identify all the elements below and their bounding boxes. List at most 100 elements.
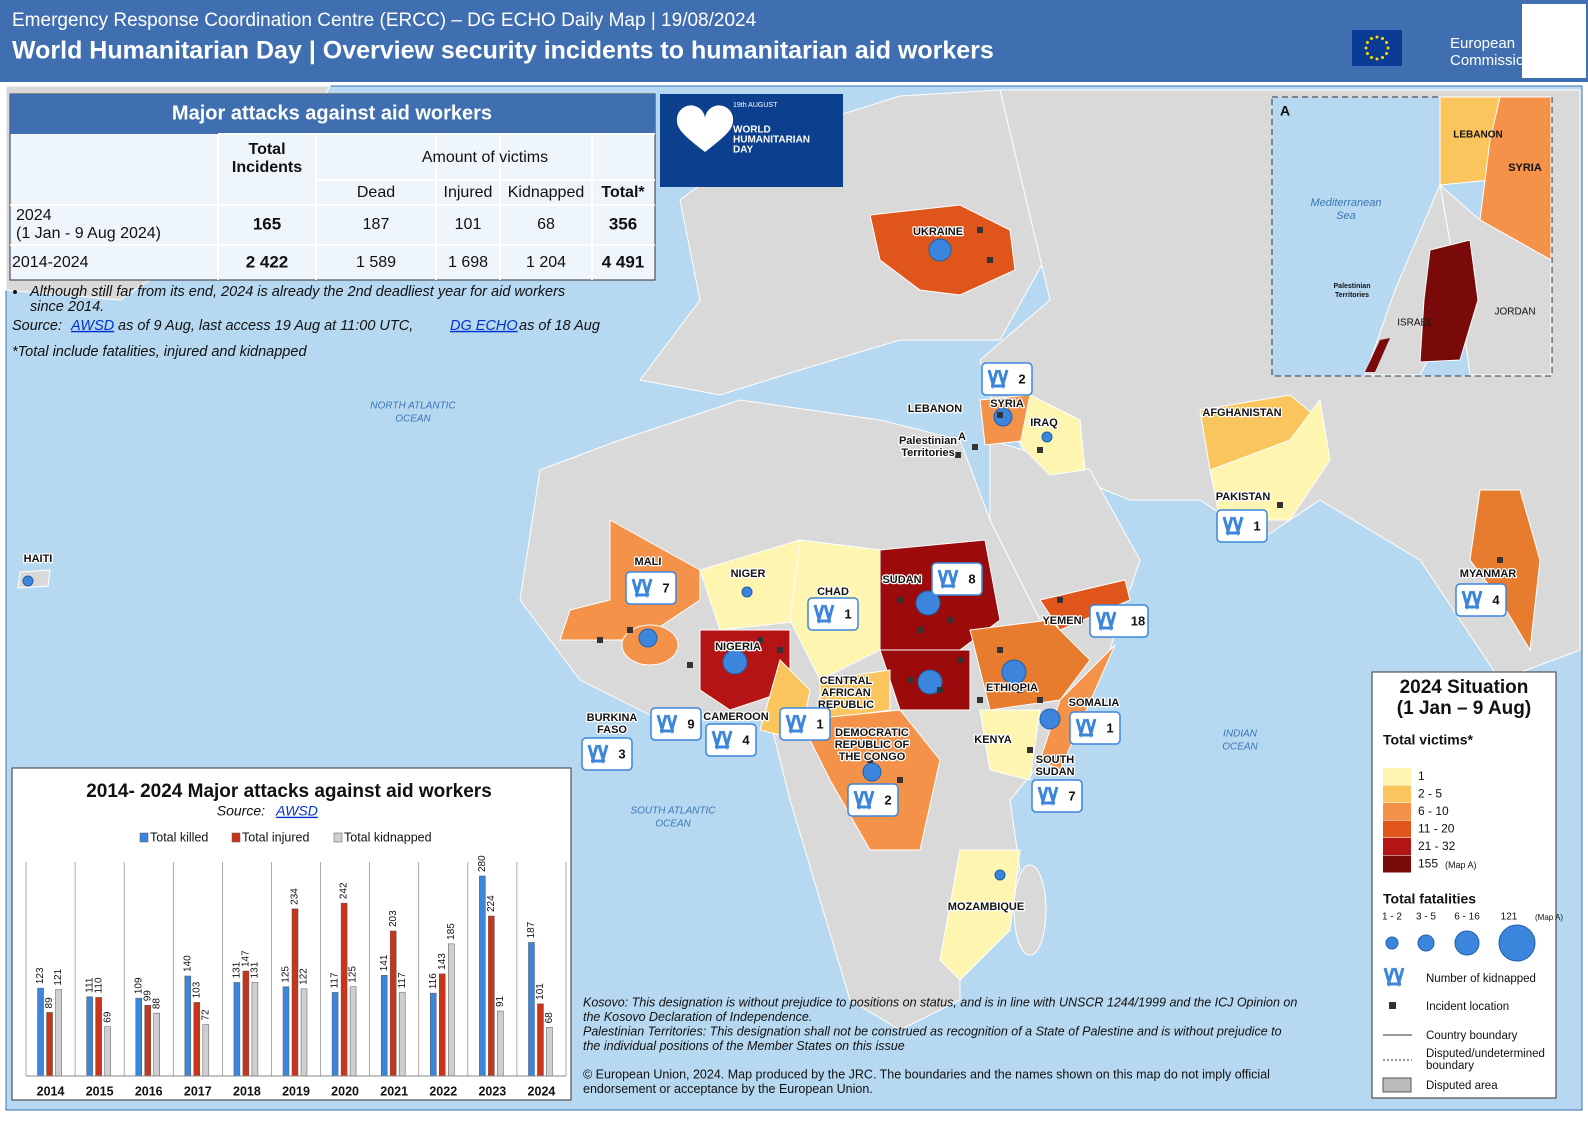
country-label: MALI — [635, 556, 662, 568]
link[interactable]: DG ECHO — [450, 318, 518, 334]
table-cell: 1 589 — [356, 254, 396, 271]
inset-west-bank — [1419, 239, 1479, 363]
incident-location — [937, 687, 943, 693]
kidnapped-icon — [1383, 967, 1405, 988]
legend-label: Incident location — [1426, 1001, 1509, 1013]
car — [819, 669, 891, 721]
legend-subtitle: Total fatalities — [1383, 891, 1476, 907]
legend-label: Country boundary — [1426, 1030, 1518, 1042]
table-cell: 1 698 — [448, 254, 488, 271]
data-label: 140 — [182, 955, 193, 972]
data-label: 234 — [290, 888, 301, 905]
bar — [86, 996, 93, 1077]
data-label: 72 — [200, 1009, 211, 1021]
table-cell: 1 204 — [526, 254, 566, 271]
incident-location — [907, 677, 913, 683]
incident-location — [1077, 617, 1083, 623]
legend-label: Disputed/undetermined — [1426, 1048, 1545, 1060]
x-tick-label: 2021 — [380, 1084, 408, 1098]
legend-label: 1 — [1418, 769, 1425, 783]
chart-source-link[interactable]: AWSD — [275, 803, 318, 819]
kidnapped-icon — [631, 578, 653, 599]
data-label: 101 — [535, 983, 546, 1000]
legend-swatch — [1383, 768, 1411, 785]
legend-label: boundary — [1426, 1060, 1474, 1072]
country-label: CHAD — [817, 586, 849, 598]
inset-label: Palestinian — [1334, 283, 1371, 290]
legend-circle — [1454, 930, 1480, 956]
ethiopia — [969, 619, 1091, 711]
bar — [537, 1003, 544, 1077]
disclaimer: Kosovo: This designation is without prej… — [583, 995, 1297, 1009]
legend-circle — [1385, 936, 1399, 950]
land-madagascar — [1013, 864, 1047, 956]
country-label: SOMALIA — [1069, 697, 1120, 709]
header-subtitle: Emergency Response Coordination Centre (… — [12, 10, 757, 31]
data-label: 125 — [348, 966, 359, 983]
incident-location — [977, 227, 983, 233]
incident-location — [1037, 697, 1043, 703]
land-arabia — [989, 439, 1141, 621]
disclaimer: Palestinian Territories: This designatio… — [583, 1024, 1282, 1038]
kidnapped-icon — [587, 744, 609, 765]
bar — [135, 997, 142, 1077]
kidnapped-count: 4 — [742, 732, 750, 747]
banner-text: HUMANITARIAN — [733, 135, 810, 146]
disclaimer: © European Union, 2024. Map produced by … — [583, 1067, 1270, 1081]
bar — [153, 1012, 160, 1077]
legend-label: Number of kidnapped — [1426, 973, 1536, 985]
country-label: NIGER — [731, 568, 766, 580]
incident-location — [997, 647, 1003, 653]
logo-text: European — [1450, 35, 1515, 52]
country-label: DEMOCRATIC — [835, 727, 909, 739]
country-label: PAKISTAN — [1216, 491, 1271, 503]
bar — [95, 997, 102, 1077]
bar — [546, 1027, 553, 1077]
legend-swatch — [139, 832, 149, 843]
country-label: FASO — [597, 724, 627, 736]
fatality-circle — [638, 628, 658, 648]
bar — [251, 982, 259, 1077]
data-label: 121 — [53, 968, 64, 985]
incident-location — [1057, 597, 1063, 603]
bar — [448, 943, 455, 1077]
legend-label: 121 — [1501, 912, 1518, 923]
chart-source: Source: — [217, 803, 265, 819]
bar — [37, 987, 44, 1077]
link[interactable]: AWSD — [70, 318, 114, 334]
kidnapped-icon — [1461, 590, 1483, 611]
legend-label: 1 - 2 — [1382, 912, 1402, 923]
ocean-label: OCEAN — [1222, 742, 1258, 753]
table-header: Kidnapped — [508, 184, 585, 201]
data-label: 125 — [281, 966, 292, 983]
kidnapped-count: 8 — [968, 571, 975, 586]
country-label: SOUTH — [1036, 754, 1075, 766]
legend-title: (1 Jan – 9 Aug) — [1397, 698, 1531, 719]
fatality-circle — [741, 586, 753, 598]
kidnapped-count: 7 — [1068, 788, 1075, 803]
fatality-circle — [917, 669, 943, 695]
kidnapped-count: 2 — [1018, 371, 1025, 386]
bar — [439, 973, 446, 1077]
country-label: HAITI — [24, 553, 53, 565]
kidnapped-count: 9 — [687, 716, 694, 731]
disclaimer: the individual positions of the Member S… — [583, 1039, 905, 1053]
legend-label: Disputed area — [1426, 1080, 1498, 1092]
table-header: Injured — [444, 184, 493, 201]
table-cell: 187 — [363, 216, 390, 233]
incident-location — [597, 637, 603, 643]
incident-location — [997, 412, 1003, 418]
fatality-circle — [1001, 659, 1027, 685]
incident-location — [897, 777, 903, 783]
legend-frame — [1371, 671, 1557, 1099]
eu-flag — [1352, 30, 1402, 66]
table-cell: 2 422 — [246, 252, 289, 271]
table-header: Dead — [357, 184, 395, 201]
legend-circle — [1498, 924, 1536, 962]
fatality-circle — [1039, 708, 1061, 730]
legend-swatch — [231, 832, 241, 843]
incident-location — [897, 597, 903, 603]
country-label: IRAQ — [1030, 417, 1058, 429]
fatality-circle — [22, 575, 34, 587]
inset-label: SYRIA — [1508, 162, 1542, 174]
